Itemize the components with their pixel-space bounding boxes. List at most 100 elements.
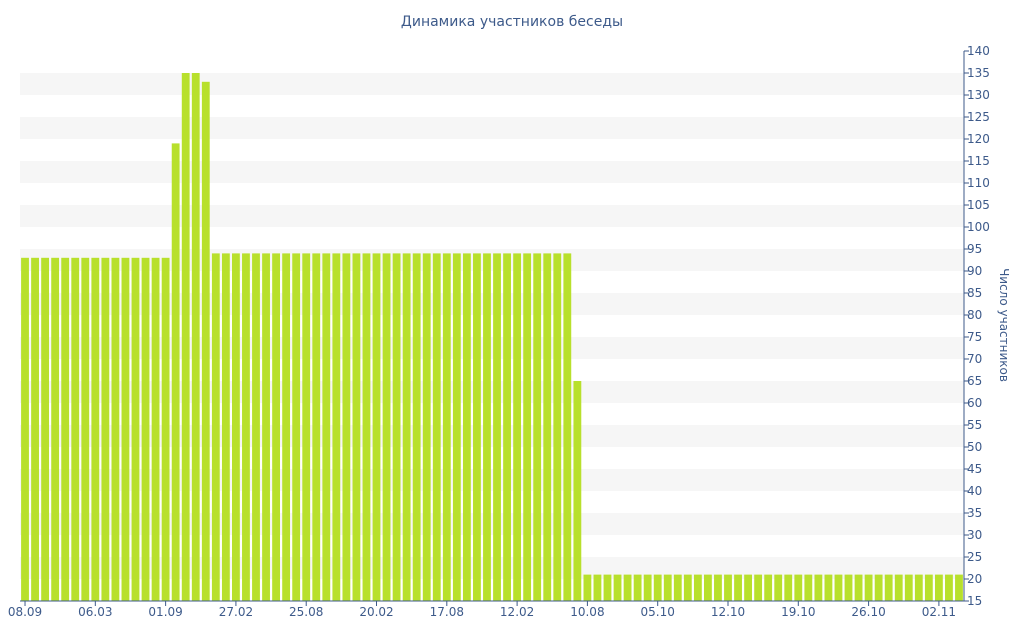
bar[interactable] xyxy=(221,253,230,601)
bar[interactable] xyxy=(181,73,190,601)
bar[interactable] xyxy=(51,257,60,601)
bar[interactable] xyxy=(774,574,783,601)
bar[interactable] xyxy=(211,253,220,601)
bar[interactable] xyxy=(352,253,361,601)
bar[interactable] xyxy=(613,574,622,601)
bar[interactable] xyxy=(272,253,280,601)
bar[interactable] xyxy=(693,574,702,601)
x-tick-label: 10.08 xyxy=(570,605,604,619)
bar[interactable] xyxy=(493,253,501,601)
bar[interactable] xyxy=(583,574,592,601)
bar[interactable] xyxy=(131,257,140,601)
bar[interactable] xyxy=(794,574,803,601)
bar[interactable] xyxy=(392,253,401,601)
bar[interactable] xyxy=(513,253,522,601)
bar[interactable] xyxy=(844,574,853,601)
bar[interactable] xyxy=(543,253,552,601)
bar[interactable] xyxy=(322,253,331,601)
bar[interactable] xyxy=(754,574,763,601)
bar[interactable] xyxy=(653,574,662,601)
bar[interactable] xyxy=(503,253,511,601)
bar[interactable] xyxy=(452,253,461,601)
bar[interactable] xyxy=(292,253,301,601)
bar[interactable] xyxy=(934,574,943,601)
bar[interactable] xyxy=(201,81,210,602)
bar[interactable] xyxy=(864,574,873,601)
bar[interactable] xyxy=(804,574,813,601)
bar[interactable] xyxy=(71,257,80,601)
bar[interactable] xyxy=(563,253,572,601)
bar[interactable] xyxy=(101,257,110,601)
bar[interactable] xyxy=(704,574,712,601)
bar[interactable] xyxy=(422,253,431,601)
bar[interactable] xyxy=(623,574,632,601)
bar[interactable] xyxy=(442,253,451,601)
bar[interactable] xyxy=(262,253,270,601)
bar[interactable] xyxy=(151,257,160,601)
bar[interactable] xyxy=(593,574,602,601)
bar[interactable] xyxy=(483,253,491,601)
bar[interactable] xyxy=(111,257,120,601)
bar[interactable] xyxy=(462,253,471,601)
bar[interactable] xyxy=(412,253,421,601)
bar[interactable] xyxy=(81,257,90,601)
bar[interactable] xyxy=(91,257,100,601)
bar[interactable] xyxy=(121,257,130,601)
bar[interactable] xyxy=(382,253,391,601)
bar[interactable] xyxy=(342,253,351,601)
bar[interactable] xyxy=(673,574,682,601)
bar[interactable] xyxy=(904,574,913,601)
bar[interactable] xyxy=(41,257,50,601)
bar[interactable] xyxy=(242,253,250,601)
y-tick-label: 115 xyxy=(967,154,990,168)
bar[interactable] xyxy=(432,253,441,601)
bar[interactable] xyxy=(683,574,692,601)
bar[interactable] xyxy=(603,574,612,601)
bar[interactable] xyxy=(372,253,381,601)
bar[interactable] xyxy=(924,574,933,601)
bar[interactable] xyxy=(814,574,823,601)
bar[interactable] xyxy=(21,257,29,601)
bar[interactable] xyxy=(744,574,752,601)
bar[interactable] xyxy=(945,574,953,601)
bar[interactable] xyxy=(232,253,240,601)
bar[interactable] xyxy=(282,253,291,601)
bar[interactable] xyxy=(533,253,542,601)
bar[interactable] xyxy=(714,574,722,601)
bar[interactable] xyxy=(914,574,923,601)
bar[interactable] xyxy=(61,257,70,601)
bar[interactable] xyxy=(955,574,963,601)
bar[interactable] xyxy=(312,253,321,601)
bar[interactable] xyxy=(643,574,652,601)
bar[interactable] xyxy=(402,253,411,601)
bar[interactable] xyxy=(764,574,773,601)
bar[interactable] xyxy=(473,253,481,601)
bar[interactable] xyxy=(302,253,311,601)
bar[interactable] xyxy=(874,574,883,601)
bar[interactable] xyxy=(633,574,642,601)
bar[interactable] xyxy=(784,574,793,601)
bar[interactable] xyxy=(724,574,732,601)
bar[interactable] xyxy=(663,574,672,601)
bar[interactable] xyxy=(362,253,371,601)
bar[interactable] xyxy=(894,574,903,601)
bar[interactable] xyxy=(573,381,582,601)
bar[interactable] xyxy=(734,574,742,601)
y-tick-label: 135 xyxy=(967,66,990,80)
bar[interactable] xyxy=(171,143,180,601)
bar[interactable] xyxy=(523,253,532,601)
bar[interactable] xyxy=(553,253,562,601)
x-tick-label: 02.11 xyxy=(922,605,956,619)
bar[interactable] xyxy=(332,253,341,601)
bar[interactable] xyxy=(141,257,150,601)
bar[interactable] xyxy=(824,574,833,601)
y-tick-label: 130 xyxy=(967,88,990,102)
bar[interactable] xyxy=(834,574,843,601)
bar[interactable] xyxy=(161,257,170,601)
bar[interactable] xyxy=(854,574,863,601)
bar[interactable] xyxy=(31,257,39,601)
x-tick-label: 01.09 xyxy=(148,605,182,619)
bar[interactable] xyxy=(252,253,260,601)
bar[interactable] xyxy=(191,73,200,601)
bar[interactable] xyxy=(884,574,893,601)
